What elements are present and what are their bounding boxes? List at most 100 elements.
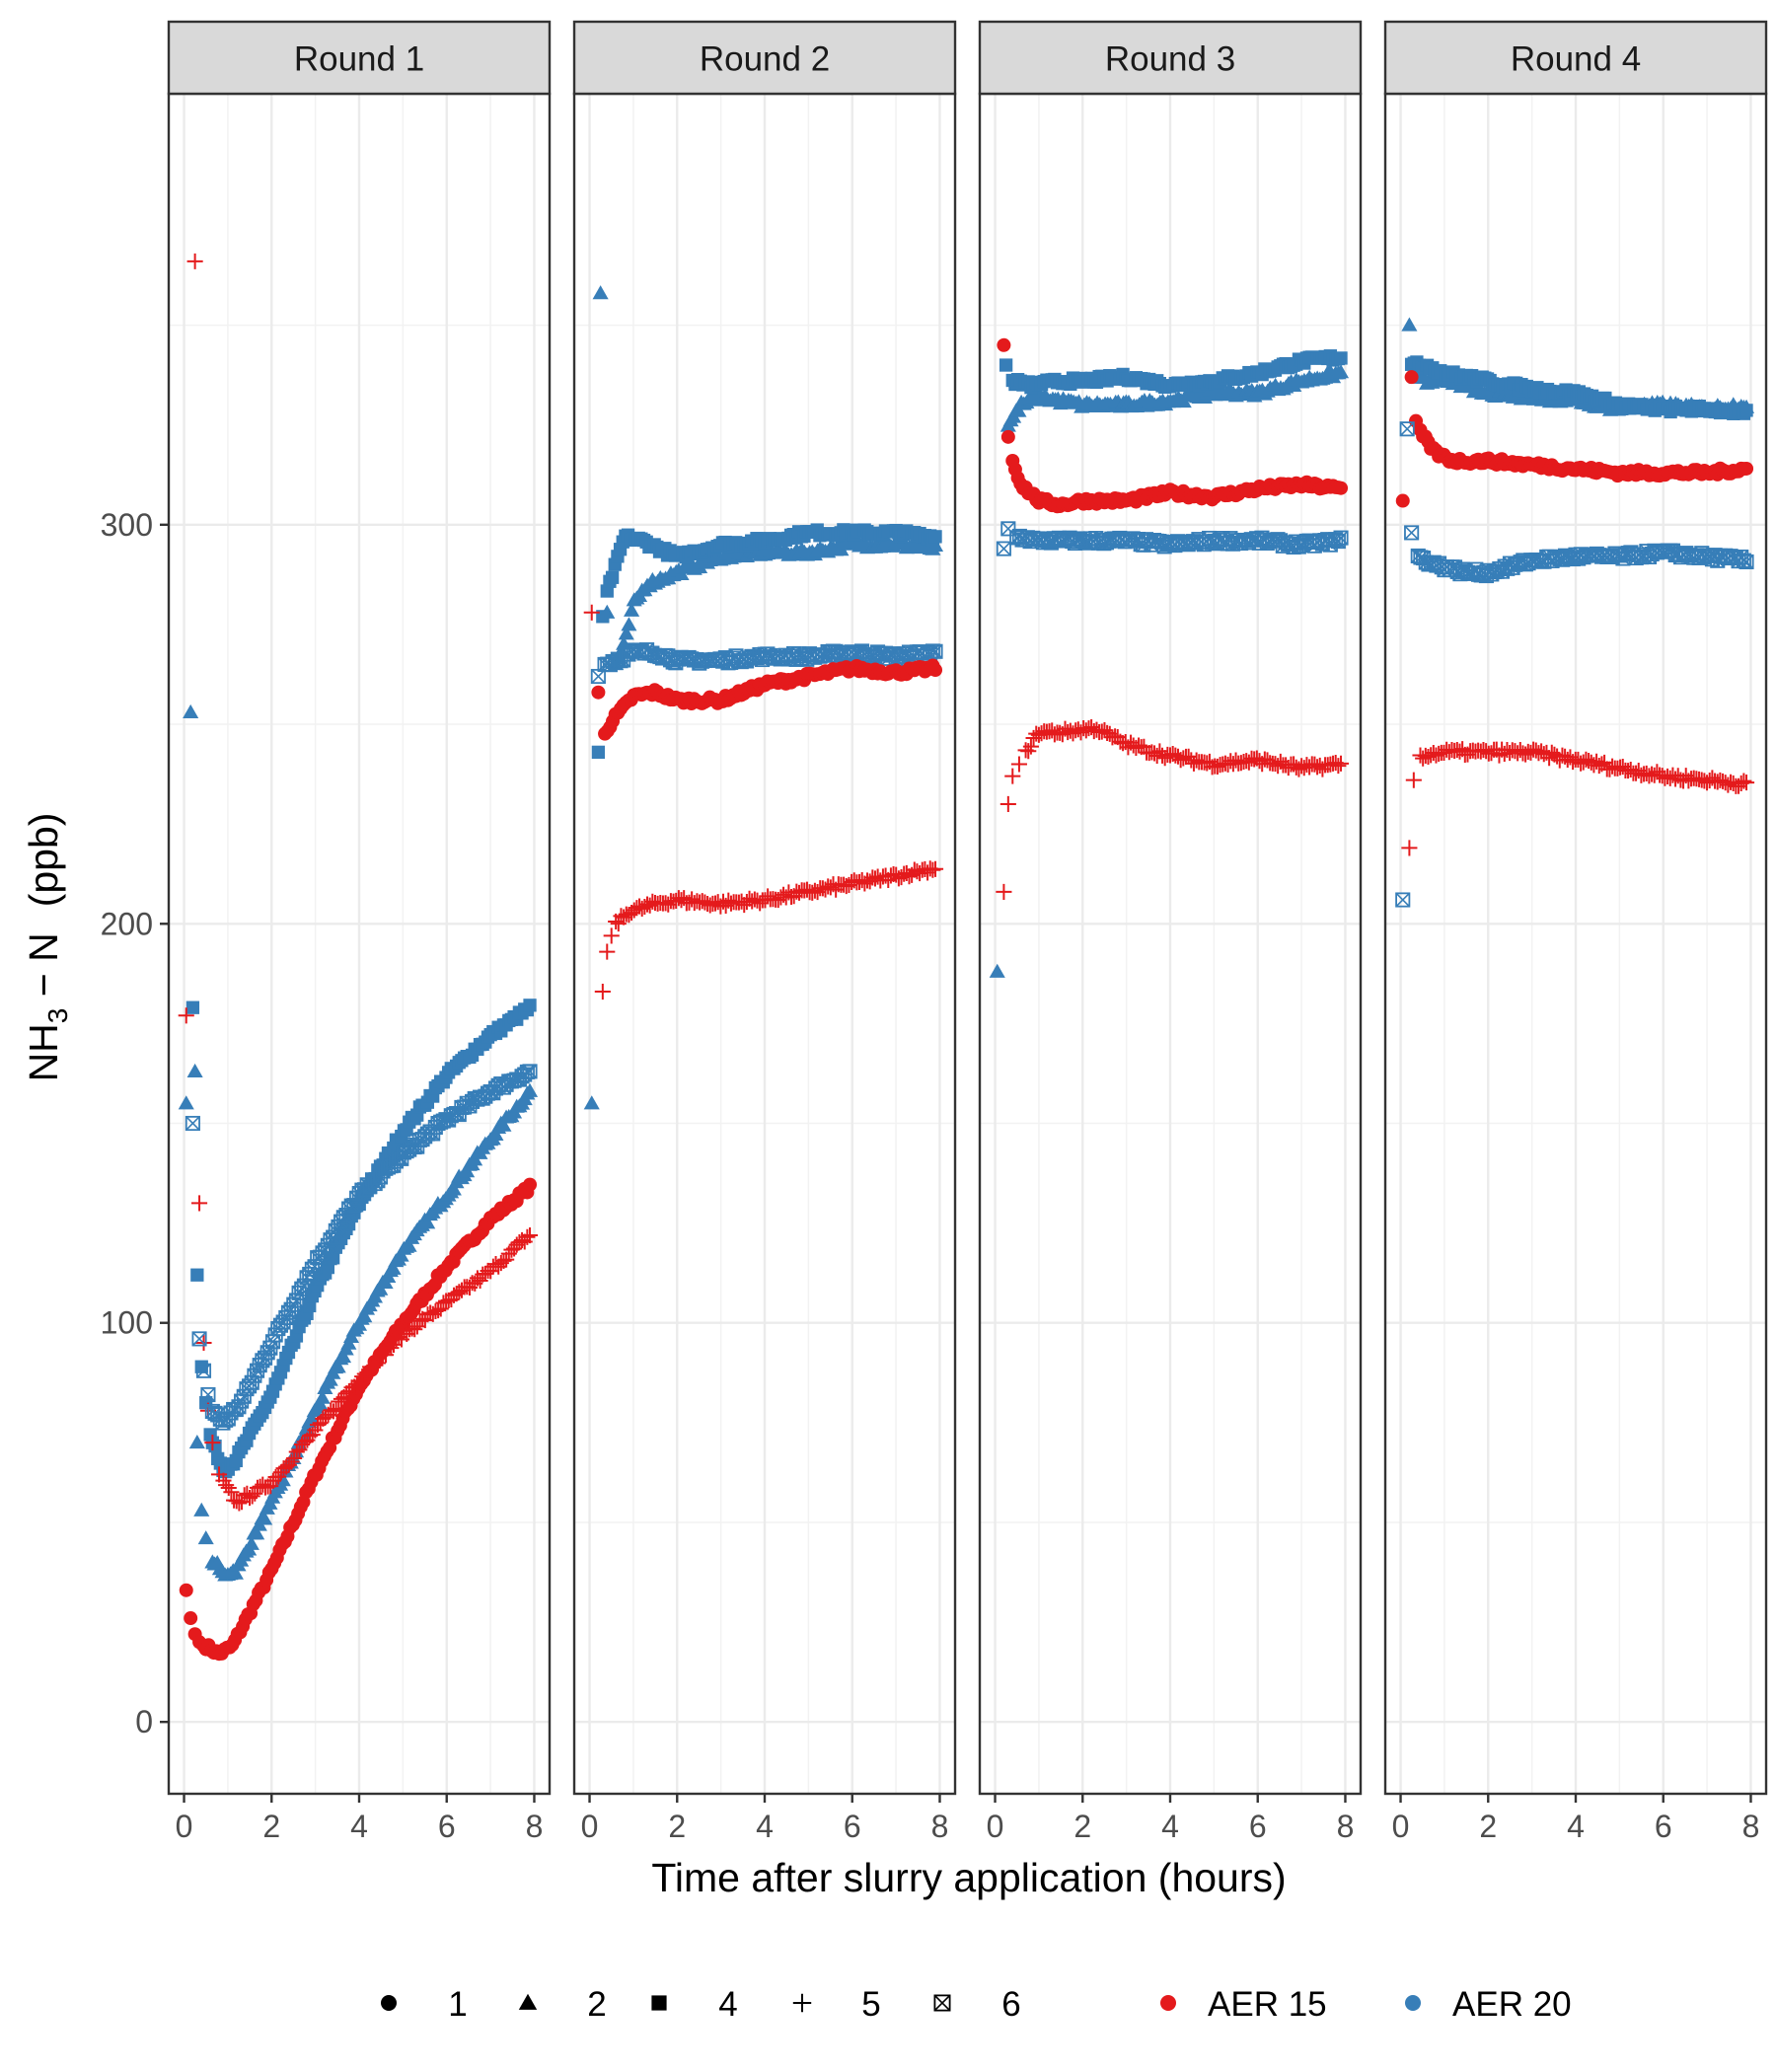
data-point <box>257 1511 273 1525</box>
data-point <box>1401 840 1418 856</box>
data-point <box>188 1435 205 1449</box>
data-point <box>583 1095 600 1110</box>
data-point <box>999 795 1016 812</box>
x-tick-label: 0 <box>581 1809 599 1844</box>
x-tick-label: 0 <box>1392 1809 1410 1844</box>
data-point <box>621 617 637 631</box>
data-point <box>407 1321 423 1338</box>
data-point <box>1736 773 1752 789</box>
facet-strip-label: Round 1 <box>294 40 424 79</box>
data-point <box>1334 481 1349 495</box>
series-facet2-square <box>591 523 942 760</box>
data-point <box>185 1115 200 1132</box>
x-tick-label: 8 <box>1742 1809 1760 1844</box>
legend-key-circle <box>381 1995 397 2011</box>
x-tick-label: 4 <box>756 1809 774 1844</box>
data-point <box>989 963 1005 978</box>
series-facet3-plus <box>996 718 1350 900</box>
x-tick-label: 6 <box>438 1809 456 1844</box>
x-tick-label: 8 <box>1337 1809 1355 1844</box>
data-point <box>997 337 1011 352</box>
data-point <box>208 1440 222 1453</box>
series-facet1-plus <box>178 253 539 1512</box>
data-point <box>618 626 634 640</box>
series-facet1-boxx <box>185 1064 538 1431</box>
data-point <box>523 1177 538 1192</box>
data-point <box>334 1349 352 1364</box>
series-facet3-circle <box>997 337 1349 514</box>
data-point <box>1395 493 1410 508</box>
data-point <box>184 1611 198 1626</box>
data-point <box>927 643 943 659</box>
series-facet3-triangle <box>989 364 1350 978</box>
data-point <box>1405 772 1422 788</box>
data-point <box>1022 738 1039 755</box>
data-point <box>190 1268 204 1282</box>
data-point <box>286 1450 303 1467</box>
data-point <box>1401 317 1418 332</box>
facet-panel-1: Round 1 <box>167 20 552 1796</box>
data-point <box>270 1468 287 1485</box>
x-tick-label: 6 <box>1655 1809 1672 1844</box>
data-point <box>1332 364 1350 379</box>
legend-key-square <box>651 1995 667 2011</box>
data-point <box>1334 351 1348 365</box>
legend-color-key <box>1405 1995 1421 2011</box>
legend-label: AER 20 <box>1452 1985 1572 2024</box>
x-tick-label: 6 <box>1249 1809 1267 1844</box>
series-facet4-plus <box>1401 741 1755 856</box>
facet-strip <box>167 20 552 96</box>
data-point <box>231 1495 248 1512</box>
data-point <box>996 541 1011 556</box>
data-point <box>185 1000 200 1014</box>
grid-lines <box>1385 94 1766 1794</box>
data-point <box>521 1226 539 1244</box>
data-point <box>594 983 611 1000</box>
data-point <box>1000 429 1015 444</box>
x-tick-label: 4 <box>1567 1809 1585 1844</box>
data-point <box>1739 461 1754 476</box>
facet-strip-label: Round 3 <box>1105 40 1235 79</box>
facet-strip <box>1383 20 1768 96</box>
data-point <box>197 1530 214 1545</box>
legend-item-shape-6: 6 <box>933 1985 1021 2024</box>
legend-label: 5 <box>861 1985 880 2024</box>
data-point <box>244 1488 260 1505</box>
legend-label: AER 15 <box>1208 1985 1327 2024</box>
data-point <box>928 663 943 678</box>
series-facet3-square <box>999 349 1348 395</box>
data-point <box>1738 775 1755 791</box>
y-axis-title-rest: − N <box>21 932 66 1007</box>
series-facet2-plus <box>583 604 944 1000</box>
data-point <box>183 703 199 718</box>
data-point <box>519 1228 536 1245</box>
series-facet4-square <box>1404 355 1753 420</box>
x-tick-label: 2 <box>1479 1809 1497 1844</box>
x-tick-label: 2 <box>668 1809 686 1844</box>
data-point <box>220 1479 237 1496</box>
data-point <box>591 745 606 760</box>
data-point <box>356 1308 373 1323</box>
data-point <box>179 1583 193 1597</box>
grid-lines <box>169 94 550 1794</box>
data-point <box>523 999 537 1012</box>
legend-label: 1 <box>448 1985 467 2024</box>
facet-strip-label: Round 4 <box>1511 40 1641 79</box>
data-point <box>605 570 620 584</box>
data-point <box>1399 421 1415 437</box>
legend-label: 6 <box>1001 1985 1020 2024</box>
y-axis-title-sub: 3 <box>42 1008 73 1024</box>
data-point <box>314 1389 331 1404</box>
data-point <box>385 1260 402 1275</box>
facet-panel-2: Round 2 <box>572 20 957 1796</box>
y-tick-label: 0 <box>135 1704 153 1739</box>
data-point <box>223 1484 240 1501</box>
series-facet3-boxx <box>996 521 1349 556</box>
data-point <box>304 1411 321 1426</box>
x-axis-title: Time after slurry application (hours) <box>651 1855 1286 1900</box>
data-point <box>191 1195 208 1212</box>
data-point <box>328 1400 344 1417</box>
data-point <box>370 1355 387 1371</box>
data-point <box>204 1435 221 1451</box>
data-point <box>999 358 1013 372</box>
